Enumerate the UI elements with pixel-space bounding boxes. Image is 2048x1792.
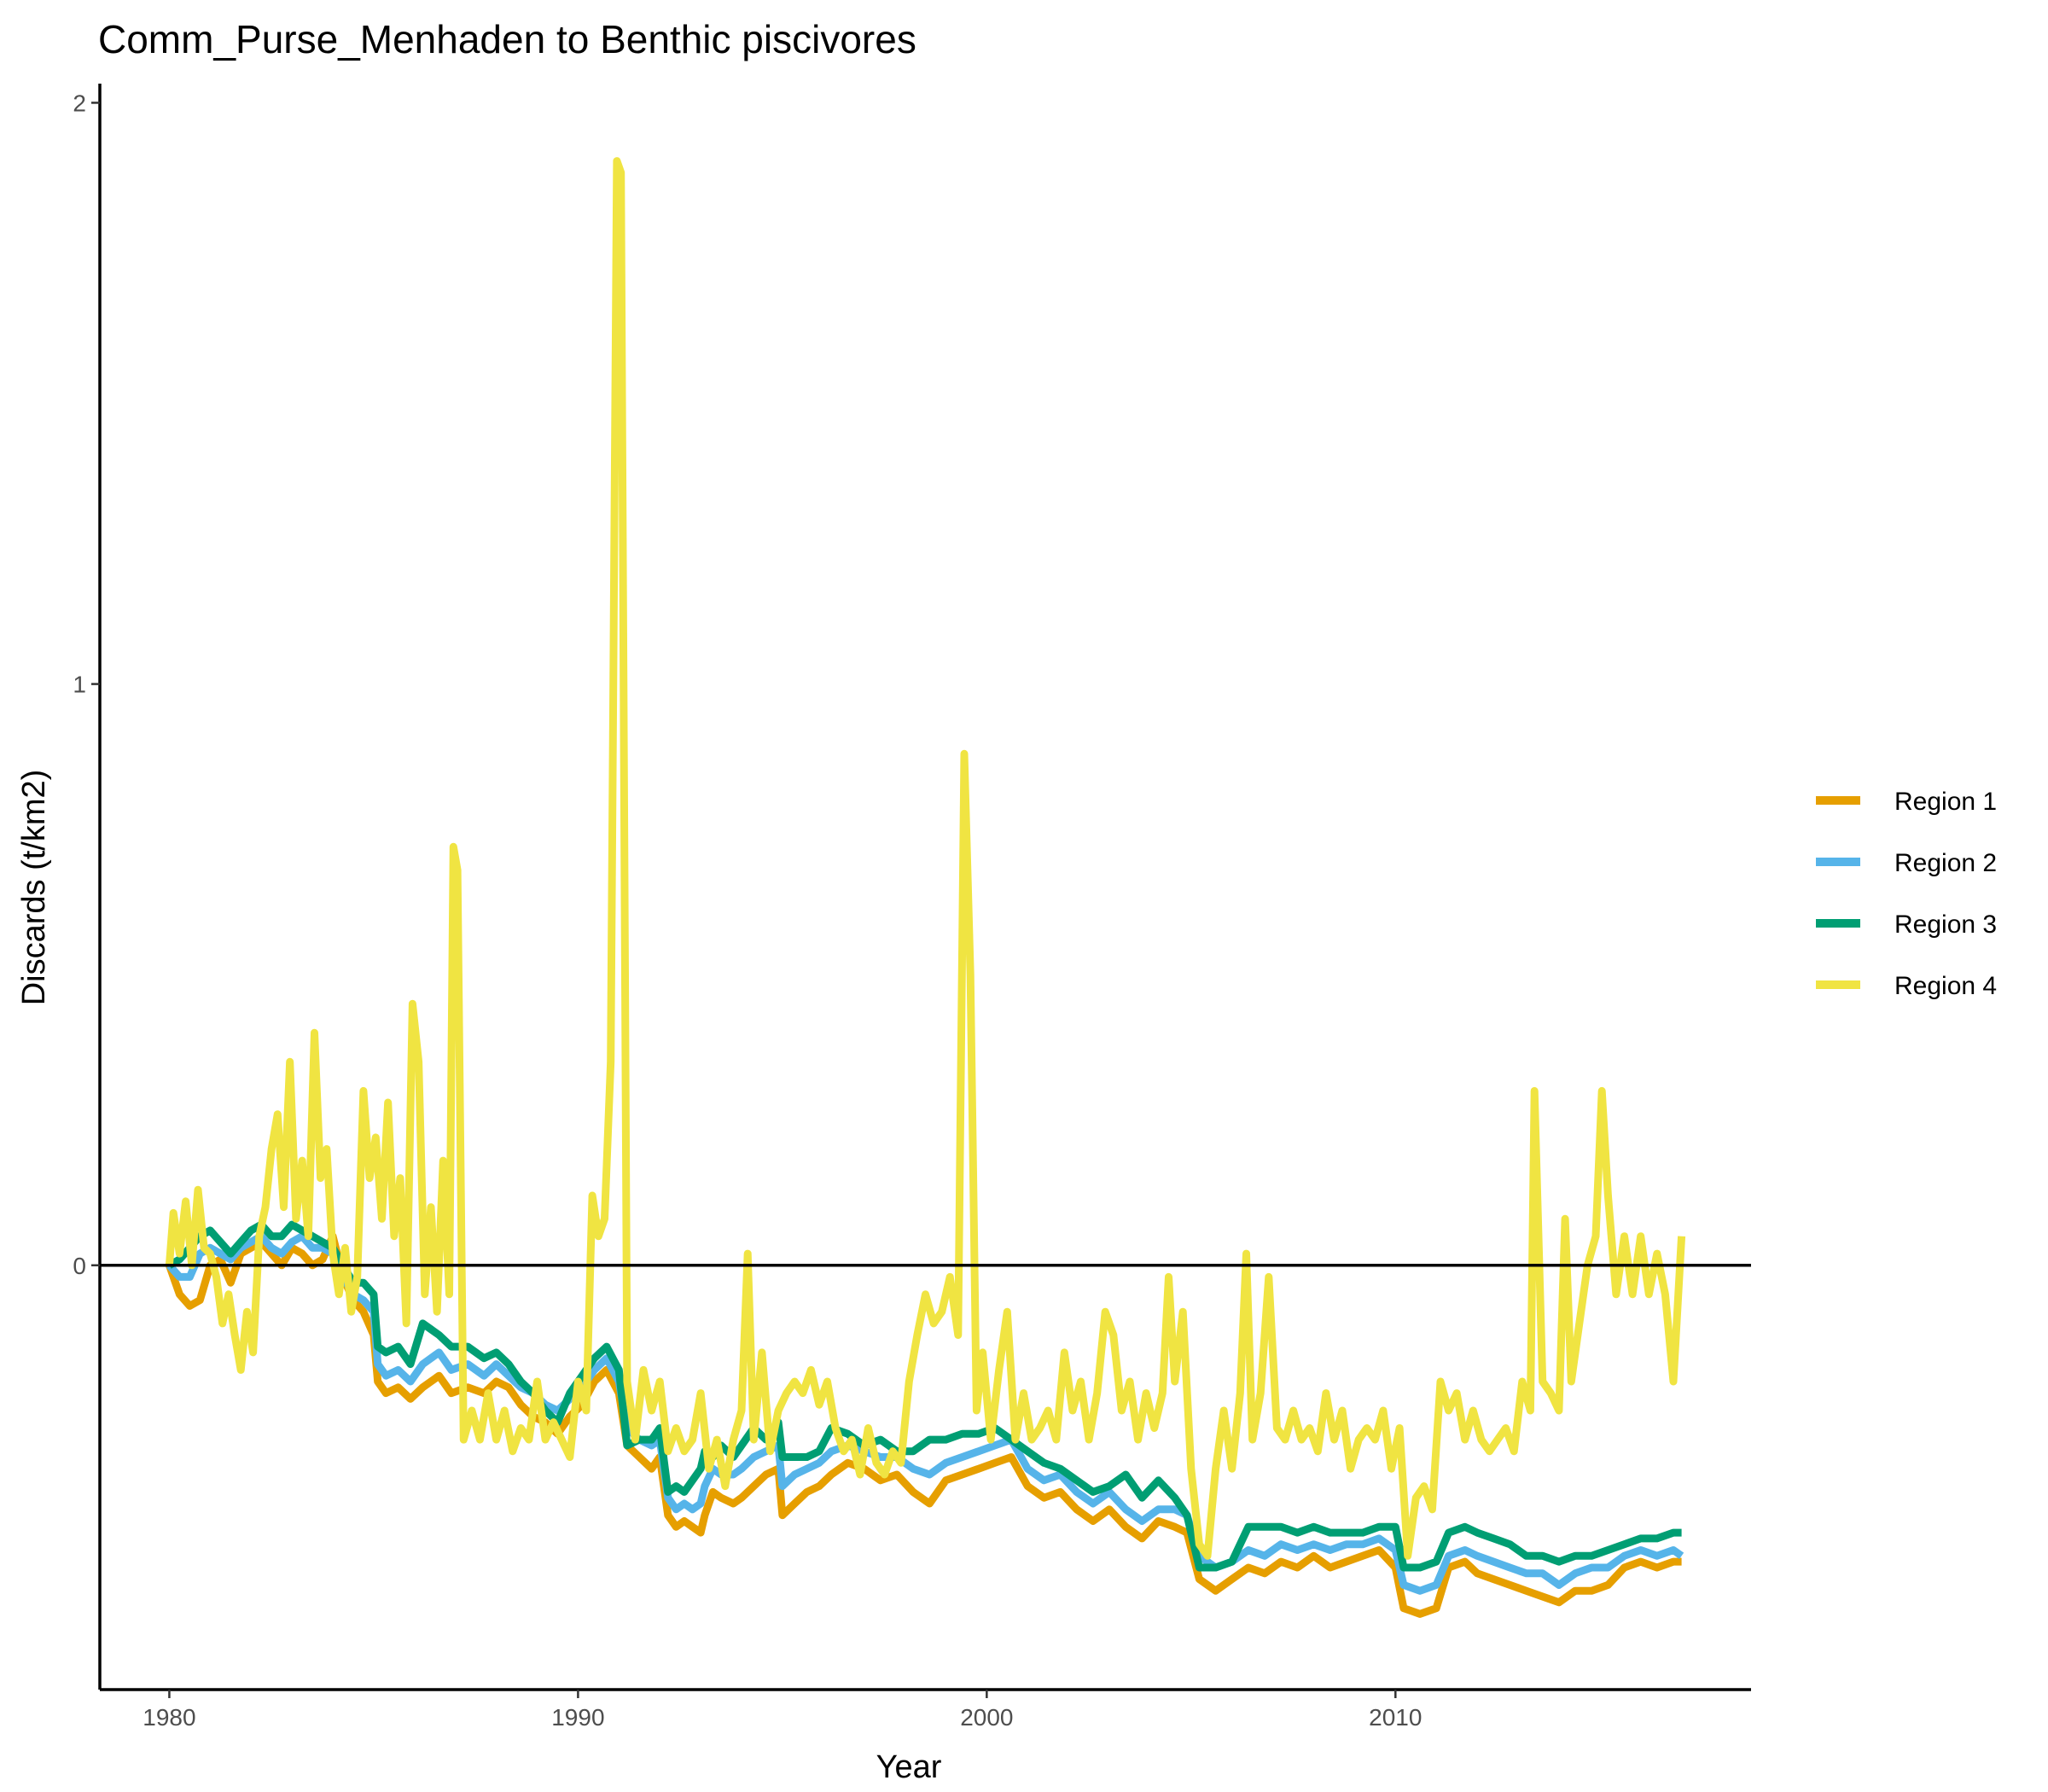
series-line-region-4 (165, 157, 1686, 1560)
legend-label-region-1: Region 1 (1894, 788, 1997, 816)
series-lines (165, 157, 1686, 1618)
legend: Region 1 Region 2 Region 3 Region 4 (1816, 788, 1997, 1000)
y-tick-label-1: 1 (73, 672, 86, 698)
y-axis: 0 1 2 (73, 84, 102, 1690)
x-tick-label-0: 1980 (143, 1704, 195, 1731)
x-tick-label-2: 2000 (960, 1704, 1013, 1731)
x-axis-ticks: 1980 1990 2000 2010 (143, 1690, 1422, 1731)
series-line-region-3 (167, 1220, 1682, 1572)
y-tick-label-2: 2 (73, 90, 86, 116)
y-axis-title: Discards (t/km2) (16, 770, 52, 1006)
legend-label-region-2: Region 2 (1894, 849, 1997, 877)
x-axis-title: Year (876, 1749, 942, 1785)
legend-label-region-3: Region 3 (1894, 911, 1997, 939)
plot-area (100, 157, 1751, 1618)
x-axis: 1980 1990 2000 2010 (100, 1688, 1751, 1731)
legend-label-region-4: Region 4 (1894, 972, 1997, 1000)
series-line-region-1 (166, 1232, 1682, 1618)
x-tick-label-1: 1990 (551, 1704, 604, 1731)
chart-title: Comm_Purse_Menhaden to Benthic piscivore… (98, 17, 916, 61)
y-tick-label-0: 0 (73, 1253, 86, 1279)
y-axis-ticks: 0 1 2 (73, 90, 100, 1279)
x-tick-label-3: 2010 (1369, 1704, 1422, 1731)
series-line-region-2 (166, 1232, 1684, 1595)
